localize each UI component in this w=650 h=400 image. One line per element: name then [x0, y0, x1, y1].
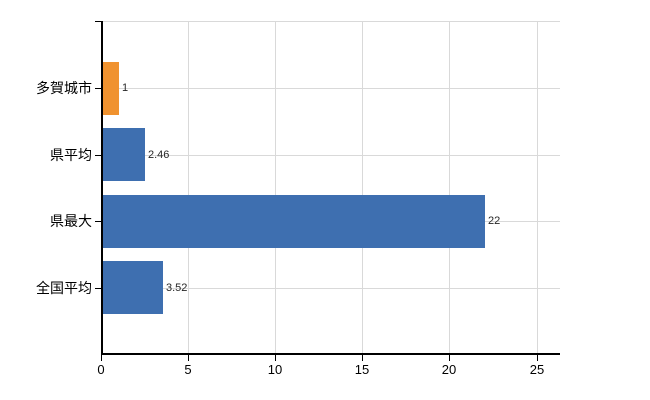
x-axis-tick [101, 355, 102, 361]
x-gridline [449, 21, 451, 354]
x-axis-tick [449, 355, 450, 361]
y-gridline [101, 288, 560, 289]
x-tick-label: 15 [354, 362, 370, 377]
category-label: 県平均 [50, 147, 92, 163]
y-axis-tick [95, 21, 101, 22]
value-label: 22 [488, 215, 501, 227]
x-gridline [362, 21, 364, 354]
category-label: 県最大 [50, 213, 92, 229]
y-axis-tick [95, 88, 101, 89]
y-axis-line [101, 21, 103, 355]
category-label: 全国平均 [36, 280, 92, 296]
y-axis-tick [95, 221, 101, 222]
x-gridline [188, 21, 190, 354]
x-axis-tick [362, 355, 363, 361]
x-gridline [275, 21, 277, 354]
y-gridline [101, 88, 560, 89]
x-axis-tick [537, 355, 538, 361]
x-axis-tick [188, 355, 189, 361]
bar [102, 62, 119, 115]
plot-top-border [101, 21, 560, 22]
bar [102, 128, 145, 181]
x-tick-label: 0 [97, 362, 105, 377]
x-tick-label: 20 [441, 362, 457, 377]
bar [102, 195, 485, 248]
bar [102, 261, 163, 314]
x-gridline [536, 21, 538, 354]
value-label: 1 [122, 82, 129, 94]
category-label: 多賀城市 [36, 80, 92, 96]
y-axis-tick [95, 288, 101, 289]
x-tick-label: 25 [529, 362, 545, 377]
y-axis-tick [95, 155, 101, 156]
x-tick-label: 5 [184, 362, 192, 377]
x-axis-tick [275, 355, 276, 361]
y-gridline [101, 155, 560, 156]
x-axis-line [101, 353, 560, 355]
x-tick-label: 10 [267, 362, 283, 377]
value-label: 3.52 [166, 282, 188, 294]
value-label: 2.46 [148, 149, 170, 161]
